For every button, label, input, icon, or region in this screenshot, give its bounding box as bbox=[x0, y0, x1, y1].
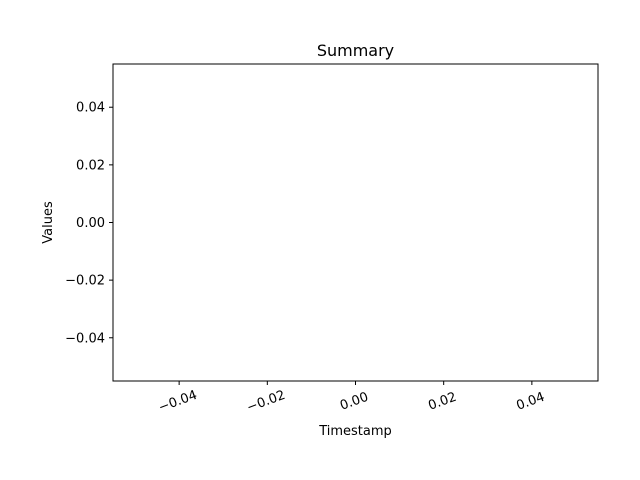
y-axis-label: Values bbox=[41, 201, 56, 244]
x-axis: −0.04 −0.02 0.00 0.02 0.04 bbox=[157, 381, 547, 416]
y-tick-label: −0.02 bbox=[65, 274, 105, 289]
chart-title: Summary bbox=[317, 41, 394, 60]
x-tick-label: 0.02 bbox=[426, 390, 458, 414]
y-axis: −0.04 −0.02 0.00 0.02 0.04 bbox=[65, 101, 113, 346]
y-tick-label: −0.04 bbox=[65, 331, 105, 346]
y-tick-label: 0.04 bbox=[76, 101, 105, 116]
x-tick-label: 0.00 bbox=[338, 390, 370, 414]
y-tick-label: 0.00 bbox=[76, 216, 105, 231]
x-tick-label: −0.02 bbox=[245, 388, 288, 416]
y-tick-label: 0.02 bbox=[76, 158, 105, 173]
x-axis-label: Timestamp bbox=[318, 424, 392, 439]
x-tick-label: −0.04 bbox=[157, 388, 200, 416]
plot-area bbox=[112, 63, 599, 382]
x-tick-label: 0.04 bbox=[514, 390, 546, 414]
